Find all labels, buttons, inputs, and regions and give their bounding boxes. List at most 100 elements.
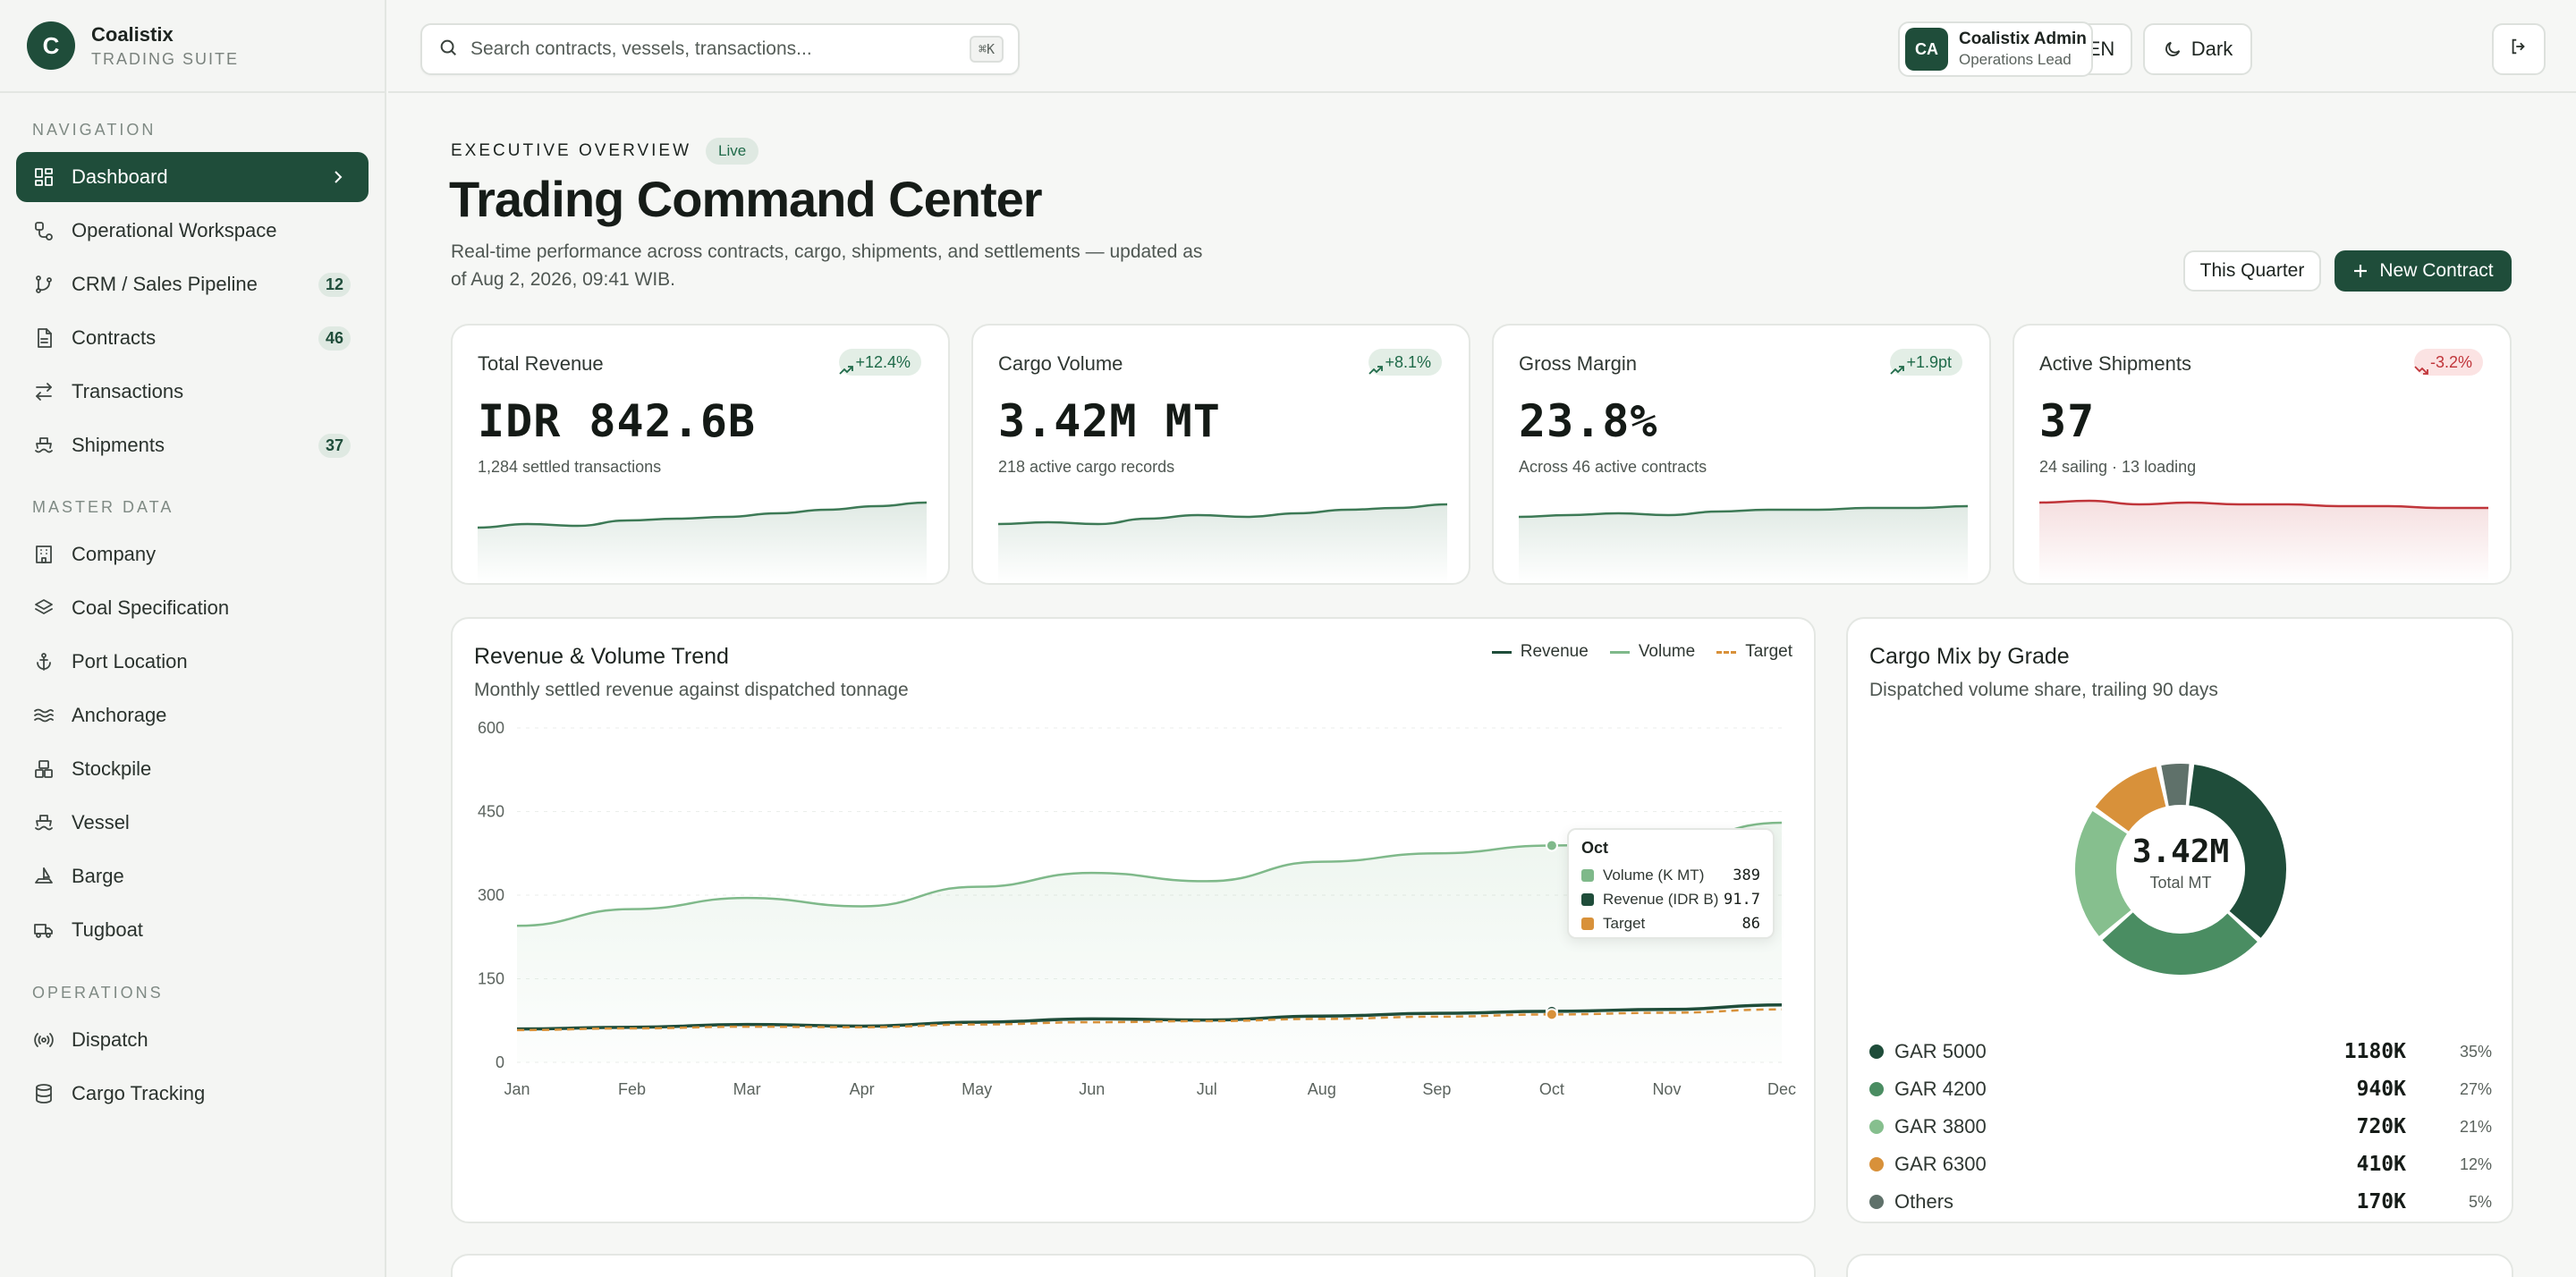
count-badge: 12 — [318, 273, 351, 297]
kpi-subtext: 1,284 settled transactions — [478, 458, 662, 476]
x-tick-label: Mar — [733, 1080, 761, 1098]
ship-icon — [32, 434, 55, 457]
search-shortcut-hint: ⌘K — [969, 36, 1004, 63]
legend-item-target[interactable]: Target — [1716, 642, 1792, 662]
sidebar-item-dispatch[interactable]: Dispatch — [16, 1015, 369, 1065]
donut-center-label: Total MT — [2149, 874, 2212, 892]
y-tick-label: 600 — [478, 719, 504, 737]
sparkline-area — [2039, 501, 2488, 583]
nav-heading: NAVIGATION — [32, 120, 157, 139]
cargo-mix-donut[interactable] — [2046, 735, 2315, 1003]
user-menu[interactable]: CA Coalistix Admin Operations Lead — [1898, 21, 2093, 77]
theme-label: Dark — [2190, 38, 2233, 60]
kpi-card-cargo-volume[interactable]: Cargo Volume +8.1% 3.42M MT 218 active carg… — [971, 324, 1470, 585]
y-tick-label: 450 — [478, 803, 504, 821]
sidebar-item-dashboard[interactable]: Dashboard — [16, 152, 369, 202]
trend-title: Revenue & Volume Trend — [474, 644, 729, 669]
sidebar-item-label: Dispatch — [72, 1028, 148, 1051]
nav-heading: MASTER DATA — [32, 497, 174, 516]
tooltip-swatch — [1581, 868, 1594, 882]
tooltip-row: Revenue (IDR B) 91.7 — [1581, 887, 1760, 911]
sidebar-item-contracts[interactable]: Contracts 46 — [16, 313, 369, 363]
sidebar-item-label: Dashboard — [72, 165, 168, 188]
logout-button[interactable] — [2492, 23, 2546, 75]
count-badge: 37 — [318, 434, 351, 458]
user-name: Coalistix Admin — [1959, 30, 2087, 48]
kpi-sparkline — [2038, 499, 2488, 583]
donut-slice-gar-6300 — [2095, 766, 2166, 832]
cargo-mix-title: Cargo Mix by Grade — [1869, 644, 2070, 669]
sidebar-item-stockpile[interactable]: Stockpile — [16, 744, 369, 794]
eyebrow-text: EXECUTIVE OVERVIEW — [451, 141, 692, 160]
sidebar-item-label: Contracts — [72, 326, 157, 349]
sidebar-item-vessel[interactable]: Vessel — [16, 798, 369, 848]
live-badge: Live — [706, 138, 759, 165]
kpi-delta-badge: -3.2% — [2413, 349, 2483, 376]
kpi-delta-badge: +8.1% — [1368, 349, 1442, 376]
document-icon — [32, 326, 55, 350]
tooltip-value: 86 — [1741, 914, 1760, 933]
boxes-icon — [32, 757, 55, 781]
search-input[interactable] — [470, 38, 953, 60]
brand[interactable]: C Coalistix TRADING SUITE — [0, 0, 385, 93]
data-point-target — [1545, 1008, 1558, 1021]
kpi-subtext: 218 active cargo records — [998, 458, 1175, 476]
nav-heading: OPERATIONS — [32, 983, 164, 1002]
kpi-card-gross-margin[interactable]: Gross Margin +1.9pt 23.8% Across 46 active … — [1492, 324, 1991, 585]
sidebar-item-tugboat[interactable]: Tugboat — [16, 905, 369, 955]
cargo-mix-row[interactable]: Others 170K 5% — [1869, 1186, 2492, 1218]
cargo-mix-row[interactable]: GAR 6300 410K 12% — [1869, 1148, 2492, 1180]
sidebar-item-crm-sales-pipeline[interactable]: CRM / Sales Pipeline 12 — [16, 259, 369, 309]
kpi-value: 3.42M MT — [998, 395, 1221, 447]
period-select-button[interactable]: This Quarter — [2183, 250, 2321, 292]
legend-swatch — [1491, 650, 1512, 654]
search-box[interactable]: ⌘K — [420, 23, 1020, 75]
sidebar-item-label: Tugboat — [72, 918, 143, 941]
kpi-value: 23.8% — [1519, 395, 1658, 447]
anchor-icon — [32, 650, 55, 673]
mix-percent: 35% — [2459, 1042, 2492, 1061]
kpi-delta-value: +8.1% — [1385, 352, 1431, 371]
mix-value: 940K — [2356, 1078, 2406, 1101]
x-tick-label: May — [962, 1080, 992, 1098]
legend-item-revenue[interactable]: Revenue — [1491, 642, 1589, 662]
mix-color-dot — [1869, 1157, 1884, 1171]
x-tick-label: Jan — [504, 1080, 530, 1098]
x-tick-label: Dec — [1767, 1080, 1796, 1098]
sidebar-item-port-location[interactable]: Port Location — [16, 637, 369, 687]
sparkline-line — [1518, 504, 1969, 519]
cargo-mix-row[interactable]: GAR 3800 720K 21% — [1869, 1111, 2492, 1143]
sidebar-item-cargo-tracking[interactable]: Cargo Tracking — [16, 1069, 369, 1119]
cargo-mix-row[interactable]: GAR 4200 940K 27% — [1869, 1073, 2492, 1105]
sidebar-item-coal-specification[interactable]: Coal Specification — [16, 583, 369, 633]
mix-percent: 5% — [2468, 1192, 2492, 1211]
sidebar-item-label: Anchorage — [72, 704, 167, 726]
brand-name: Coalistix — [91, 22, 174, 46]
sidebar-item-transactions[interactable]: Transactions — [16, 367, 369, 417]
sidebar-item-operational-workspace[interactable]: Operational Workspace — [16, 206, 369, 256]
sidebar-item-label: Barge — [72, 865, 124, 887]
x-tick-label: Sep — [1422, 1080, 1451, 1098]
donut-center-value: 3.42M — [2131, 833, 2230, 870]
mix-value: 1180K — [2343, 1040, 2406, 1063]
x-tick-label: Nov — [1652, 1080, 1681, 1098]
sparkline-area — [1519, 506, 1968, 583]
sidebar-item-shipments[interactable]: Shipments 37 — [16, 420, 369, 470]
sidebar-item-anchorage[interactable]: Anchorage — [16, 690, 369, 740]
new-contract-button[interactable]: New Contract — [2334, 250, 2512, 292]
kpi-card-total-revenue[interactable]: Total Revenue +12.4% IDR 842.6B 1,284 settl… — [451, 324, 950, 585]
trend-panel: Revenue & Volume Trend Monthly settled r… — [451, 617, 1816, 1223]
kpi-subtext: Across 46 active contracts — [1519, 458, 1707, 476]
legend-item-volume[interactable]: Volume — [1609, 642, 1695, 662]
kpi-card-active-shipments[interactable]: Active Shipments -3.2% 37 24 sailing · 13 l… — [2012, 324, 2512, 585]
kpi-sparkline — [477, 501, 928, 583]
kpi-label: Gross Margin — [1519, 352, 1638, 375]
cargo-mix-row[interactable]: GAR 5000 1180K 35% — [1869, 1036, 2492, 1068]
sidebar-item-company[interactable]: Company — [16, 529, 369, 579]
sidebar-item-barge[interactable]: Barge — [16, 851, 369, 901]
theme-toggle-button[interactable]: Dark — [2143, 23, 2252, 75]
mix-value: 410K — [2356, 1153, 2406, 1176]
page-description: Real-time performance across contracts, … — [451, 241, 1203, 290]
sidebar-item-label: Port Location — [72, 650, 188, 672]
